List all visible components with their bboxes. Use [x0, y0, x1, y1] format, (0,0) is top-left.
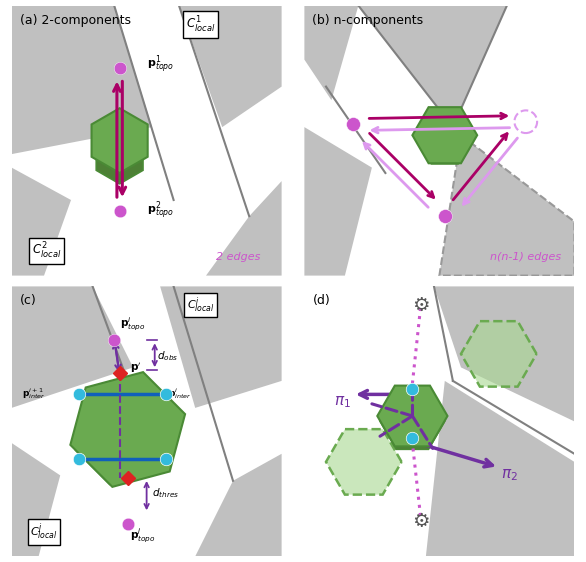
Text: $d_{obs}$: $d_{obs}$	[158, 350, 179, 364]
Text: $C^i_{local}$: $C^i_{local}$	[187, 296, 214, 315]
Text: $\mathbf{p}'$: $\mathbf{p}'$	[131, 360, 142, 375]
Text: $\mathbf{p}^1_{topo}$: $\mathbf{p}^1_{topo}$	[146, 54, 174, 76]
Polygon shape	[12, 287, 133, 408]
Text: $\mathbf{p}^j_{topo}$: $\mathbf{p}^j_{topo}$	[131, 527, 156, 545]
Text: (b) n-components: (b) n-components	[312, 13, 424, 27]
Text: $C^j_{local}$: $C^j_{local}$	[30, 522, 58, 542]
Polygon shape	[380, 393, 445, 450]
Polygon shape	[453, 208, 574, 275]
Polygon shape	[179, 6, 282, 127]
Polygon shape	[75, 391, 169, 484]
Polygon shape	[326, 429, 401, 495]
Text: $\mathbf{p}^i_{inter}$: $\mathbf{p}^i_{inter}$	[168, 386, 192, 401]
Polygon shape	[160, 287, 282, 408]
Text: n(n-1) edges: n(n-1) edges	[490, 252, 561, 262]
Polygon shape	[96, 130, 143, 184]
Polygon shape	[461, 321, 537, 387]
Polygon shape	[413, 107, 477, 164]
Polygon shape	[12, 167, 71, 275]
Polygon shape	[440, 135, 574, 275]
Text: 2 edges: 2 edges	[216, 252, 260, 262]
Polygon shape	[70, 372, 185, 487]
Text: $C^1_{local}$: $C^1_{local}$	[186, 15, 215, 35]
Text: $d_{thres}$: $d_{thres}$	[152, 486, 179, 500]
Text: ⚙: ⚙	[412, 512, 429, 531]
Polygon shape	[359, 6, 507, 127]
Polygon shape	[91, 108, 148, 173]
Text: ⚙: ⚙	[412, 296, 429, 315]
Polygon shape	[304, 127, 372, 275]
Text: (a) 2-components: (a) 2-components	[20, 13, 131, 27]
Polygon shape	[206, 181, 282, 275]
Text: $\pi_1$: $\pi_1$	[334, 395, 350, 410]
Polygon shape	[304, 6, 359, 100]
Circle shape	[515, 110, 537, 133]
Polygon shape	[434, 287, 574, 422]
Text: (c): (c)	[20, 294, 36, 307]
Text: (d): (d)	[312, 294, 331, 307]
Polygon shape	[418, 117, 472, 164]
Text: $\mathbf{p}^2_{topo}$: $\mathbf{p}^2_{topo}$	[146, 200, 174, 222]
Text: $C^2_{local}$: $C^2_{local}$	[32, 241, 62, 261]
Text: $\pi_2$: $\pi_2$	[501, 468, 518, 483]
Text: $\mathbf{p}^{i+1}_{inter}$: $\mathbf{p}^{i+1}_{inter}$	[22, 386, 46, 401]
Polygon shape	[12, 6, 152, 154]
Polygon shape	[195, 454, 282, 556]
Polygon shape	[426, 381, 574, 556]
Polygon shape	[12, 443, 60, 556]
Polygon shape	[377, 386, 448, 446]
Text: $\mathbf{p}^i_{topo}$: $\mathbf{p}^i_{topo}$	[120, 315, 145, 333]
